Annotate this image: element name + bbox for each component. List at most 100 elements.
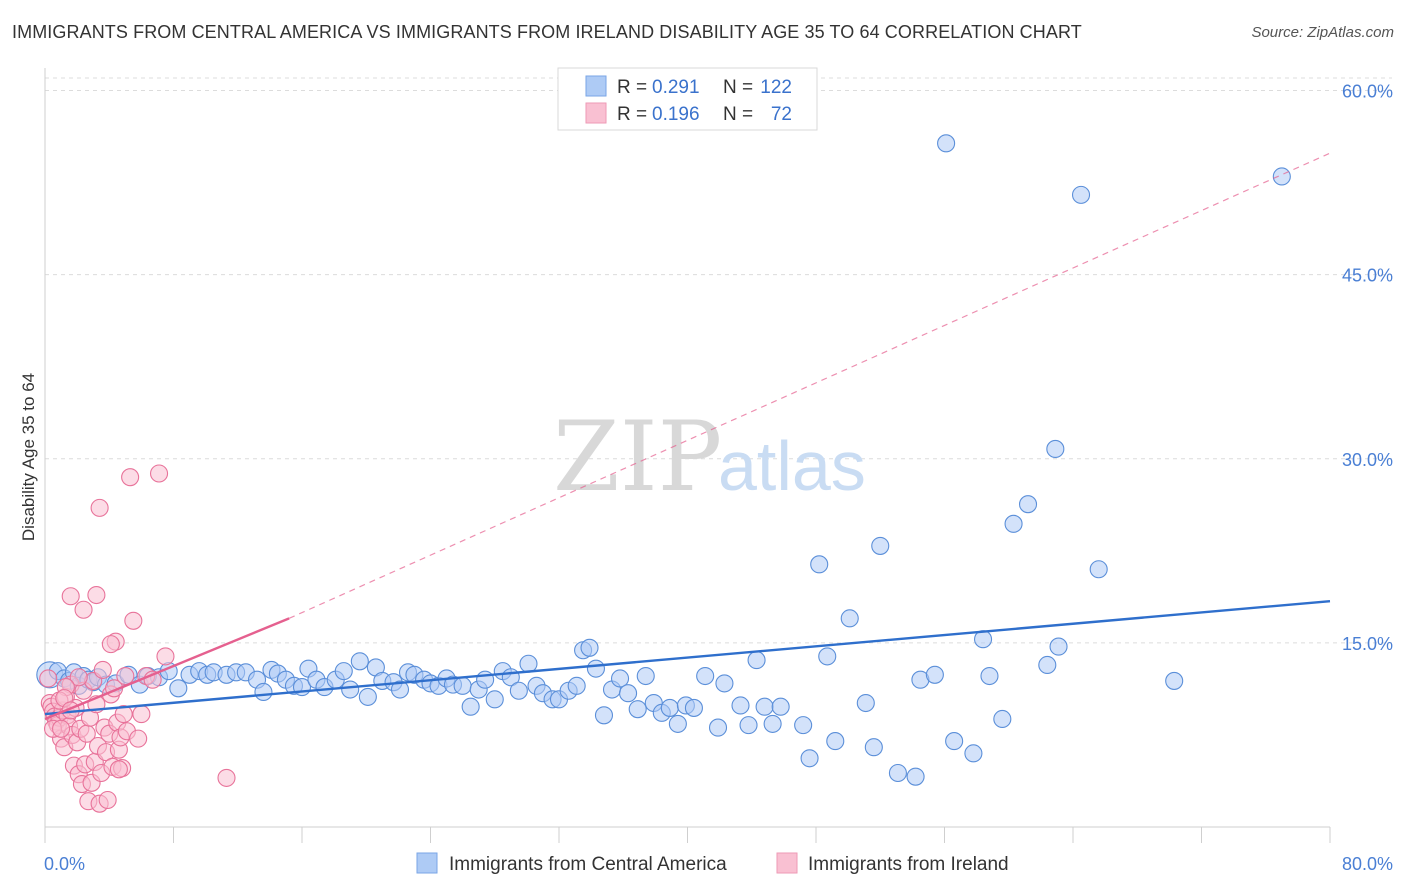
point-central-america-71 xyxy=(610,669,630,688)
point-central-america-74 xyxy=(636,666,655,686)
point-central-america-51 xyxy=(453,676,472,695)
point-central-america-17 xyxy=(169,679,188,698)
point-central-america-109 xyxy=(1004,514,1023,533)
point-central-america-96 xyxy=(856,693,875,713)
point-central-america-73 xyxy=(628,700,647,719)
point-central-america-98 xyxy=(871,536,890,555)
point-central-america-95 xyxy=(840,609,859,628)
point-ireland-57 xyxy=(156,647,175,666)
point-central-america-77 xyxy=(660,698,679,717)
point-central-america-112 xyxy=(1046,439,1065,459)
point-central-america-81 xyxy=(696,666,715,686)
source-label: Source: ZipAtlas.com xyxy=(1251,24,1394,41)
point-central-america-65 xyxy=(567,676,586,695)
point-central-america-108 xyxy=(993,709,1012,729)
chart-title: IMMIGRANTS FROM CENTRAL AMERICA VS IMMIG… xyxy=(12,22,1082,42)
point-central-america-38 xyxy=(350,652,369,671)
point-central-america-26 xyxy=(254,682,273,702)
legend-r-label-2: R = xyxy=(617,104,647,125)
y-tick-label-3: 60.0% xyxy=(1342,82,1393,102)
point-ireland-53 xyxy=(132,705,151,724)
point-central-america-105 xyxy=(964,744,983,763)
point-ireland-71 xyxy=(109,760,128,779)
legend-n-value-1: 122 xyxy=(760,77,792,98)
point-central-america-102 xyxy=(925,665,944,684)
y-tick-label-2: 45.0% xyxy=(1342,266,1393,286)
point-ireland-50 xyxy=(121,468,140,487)
point-ireland-58 xyxy=(61,587,80,606)
point-ireland-67 xyxy=(52,719,71,738)
bottom-legend-swatch-central-america xyxy=(416,852,438,874)
y-tick-label-1: 30.0% xyxy=(1342,450,1393,470)
legend-swatch-central-america xyxy=(585,75,607,97)
legend-n-value-2: 72 xyxy=(771,104,792,125)
watermark-atlas: atlas xyxy=(718,427,866,505)
point-ireland-59 xyxy=(87,585,106,605)
legend-r-value-2: 0.196 xyxy=(652,104,700,125)
point-ireland-61 xyxy=(90,498,109,517)
point-central-america-114 xyxy=(1071,185,1091,204)
point-ireland-34 xyxy=(93,660,112,679)
y-axis-title: Disability Age 35 to 64 xyxy=(19,373,38,541)
point-ireland-48 xyxy=(116,666,135,686)
legend-n-label-1: N = xyxy=(723,77,753,98)
x-tick-label-1: 80.0% xyxy=(1342,854,1393,874)
y-tick-label-0: 15.0% xyxy=(1342,634,1393,654)
point-ireland-56 xyxy=(149,464,169,483)
trend-lines xyxy=(44,152,1331,721)
bottom-legend-swatch-ireland xyxy=(776,852,798,874)
trend-ireland-extension xyxy=(288,152,1331,619)
legend-r-label-1: R = xyxy=(617,77,647,98)
point-central-america-97 xyxy=(864,738,883,757)
point-central-america-58 xyxy=(509,681,528,700)
point-central-america-72 xyxy=(619,684,638,703)
point-central-america-88 xyxy=(763,714,782,733)
point-ireland-0 xyxy=(39,669,58,688)
trend-central-america xyxy=(44,599,1331,716)
point-ireland-63 xyxy=(69,668,88,687)
point-central-america-83 xyxy=(715,674,734,693)
legend-n-label-2: N = xyxy=(723,104,753,125)
point-central-america-39 xyxy=(358,687,377,706)
point-central-america-84 xyxy=(731,696,750,715)
point-ireland-51 xyxy=(124,611,143,630)
point-central-america-111 xyxy=(1038,655,1057,675)
point-central-america-113 xyxy=(1049,637,1068,656)
point-central-america-116 xyxy=(1165,671,1184,690)
point-central-america-90 xyxy=(794,716,813,735)
point-central-america-93 xyxy=(818,647,837,666)
point-central-america-99 xyxy=(888,763,907,783)
data-points xyxy=(36,134,1291,813)
point-central-america-55 xyxy=(485,690,504,709)
point-central-america-36 xyxy=(334,662,353,681)
bottom-legend-label-ireland: Immigrants from Ireland xyxy=(808,854,1009,875)
x-tick-label-0: 0.0% xyxy=(44,854,85,874)
point-central-america-78 xyxy=(668,714,687,733)
legend-swatch-ireland xyxy=(585,102,607,124)
point-ireland-47 xyxy=(114,705,133,724)
legend-box: R = 0.291 N = 122 R = 0.196 N = 72 xyxy=(557,67,818,131)
point-central-america-59 xyxy=(519,654,538,673)
point-central-america-100 xyxy=(906,767,925,786)
y-tick-labels: 15.0% 30.0% 45.0% 60.0% xyxy=(1342,82,1393,654)
gridlines xyxy=(45,77,1392,644)
point-central-america-52 xyxy=(461,697,480,716)
watermark-zip: ZIP xyxy=(553,401,722,513)
legend-r-value-1: 0.291 xyxy=(652,77,700,98)
point-central-america-107 xyxy=(980,666,999,686)
point-central-america-89 xyxy=(771,697,790,716)
point-ireland-52 xyxy=(129,729,148,748)
point-central-america-103 xyxy=(937,134,956,153)
point-ireland-70 xyxy=(217,768,236,787)
point-central-america-91 xyxy=(800,749,819,768)
point-central-america-87 xyxy=(755,697,774,716)
point-central-america-80 xyxy=(684,698,703,717)
bottom-legend-label-central-america: Immigrants from Central America xyxy=(449,854,727,875)
point-central-america-86 xyxy=(747,651,766,670)
point-ireland-62 xyxy=(101,635,120,654)
point-central-america-82 xyxy=(708,718,728,737)
trend-ireland xyxy=(44,617,290,721)
point-central-america-92 xyxy=(810,555,829,574)
point-central-america-37 xyxy=(341,680,360,699)
